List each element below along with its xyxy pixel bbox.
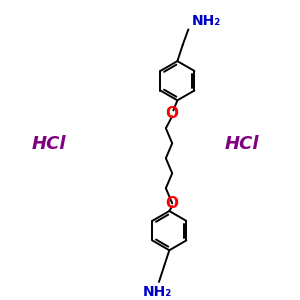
- Text: HCl: HCl: [225, 135, 260, 153]
- Text: HCl: HCl: [32, 135, 66, 153]
- Text: NH₂: NH₂: [143, 285, 172, 299]
- Text: NH₂: NH₂: [192, 14, 221, 28]
- Text: O: O: [166, 196, 179, 211]
- Text: O: O: [166, 106, 179, 121]
